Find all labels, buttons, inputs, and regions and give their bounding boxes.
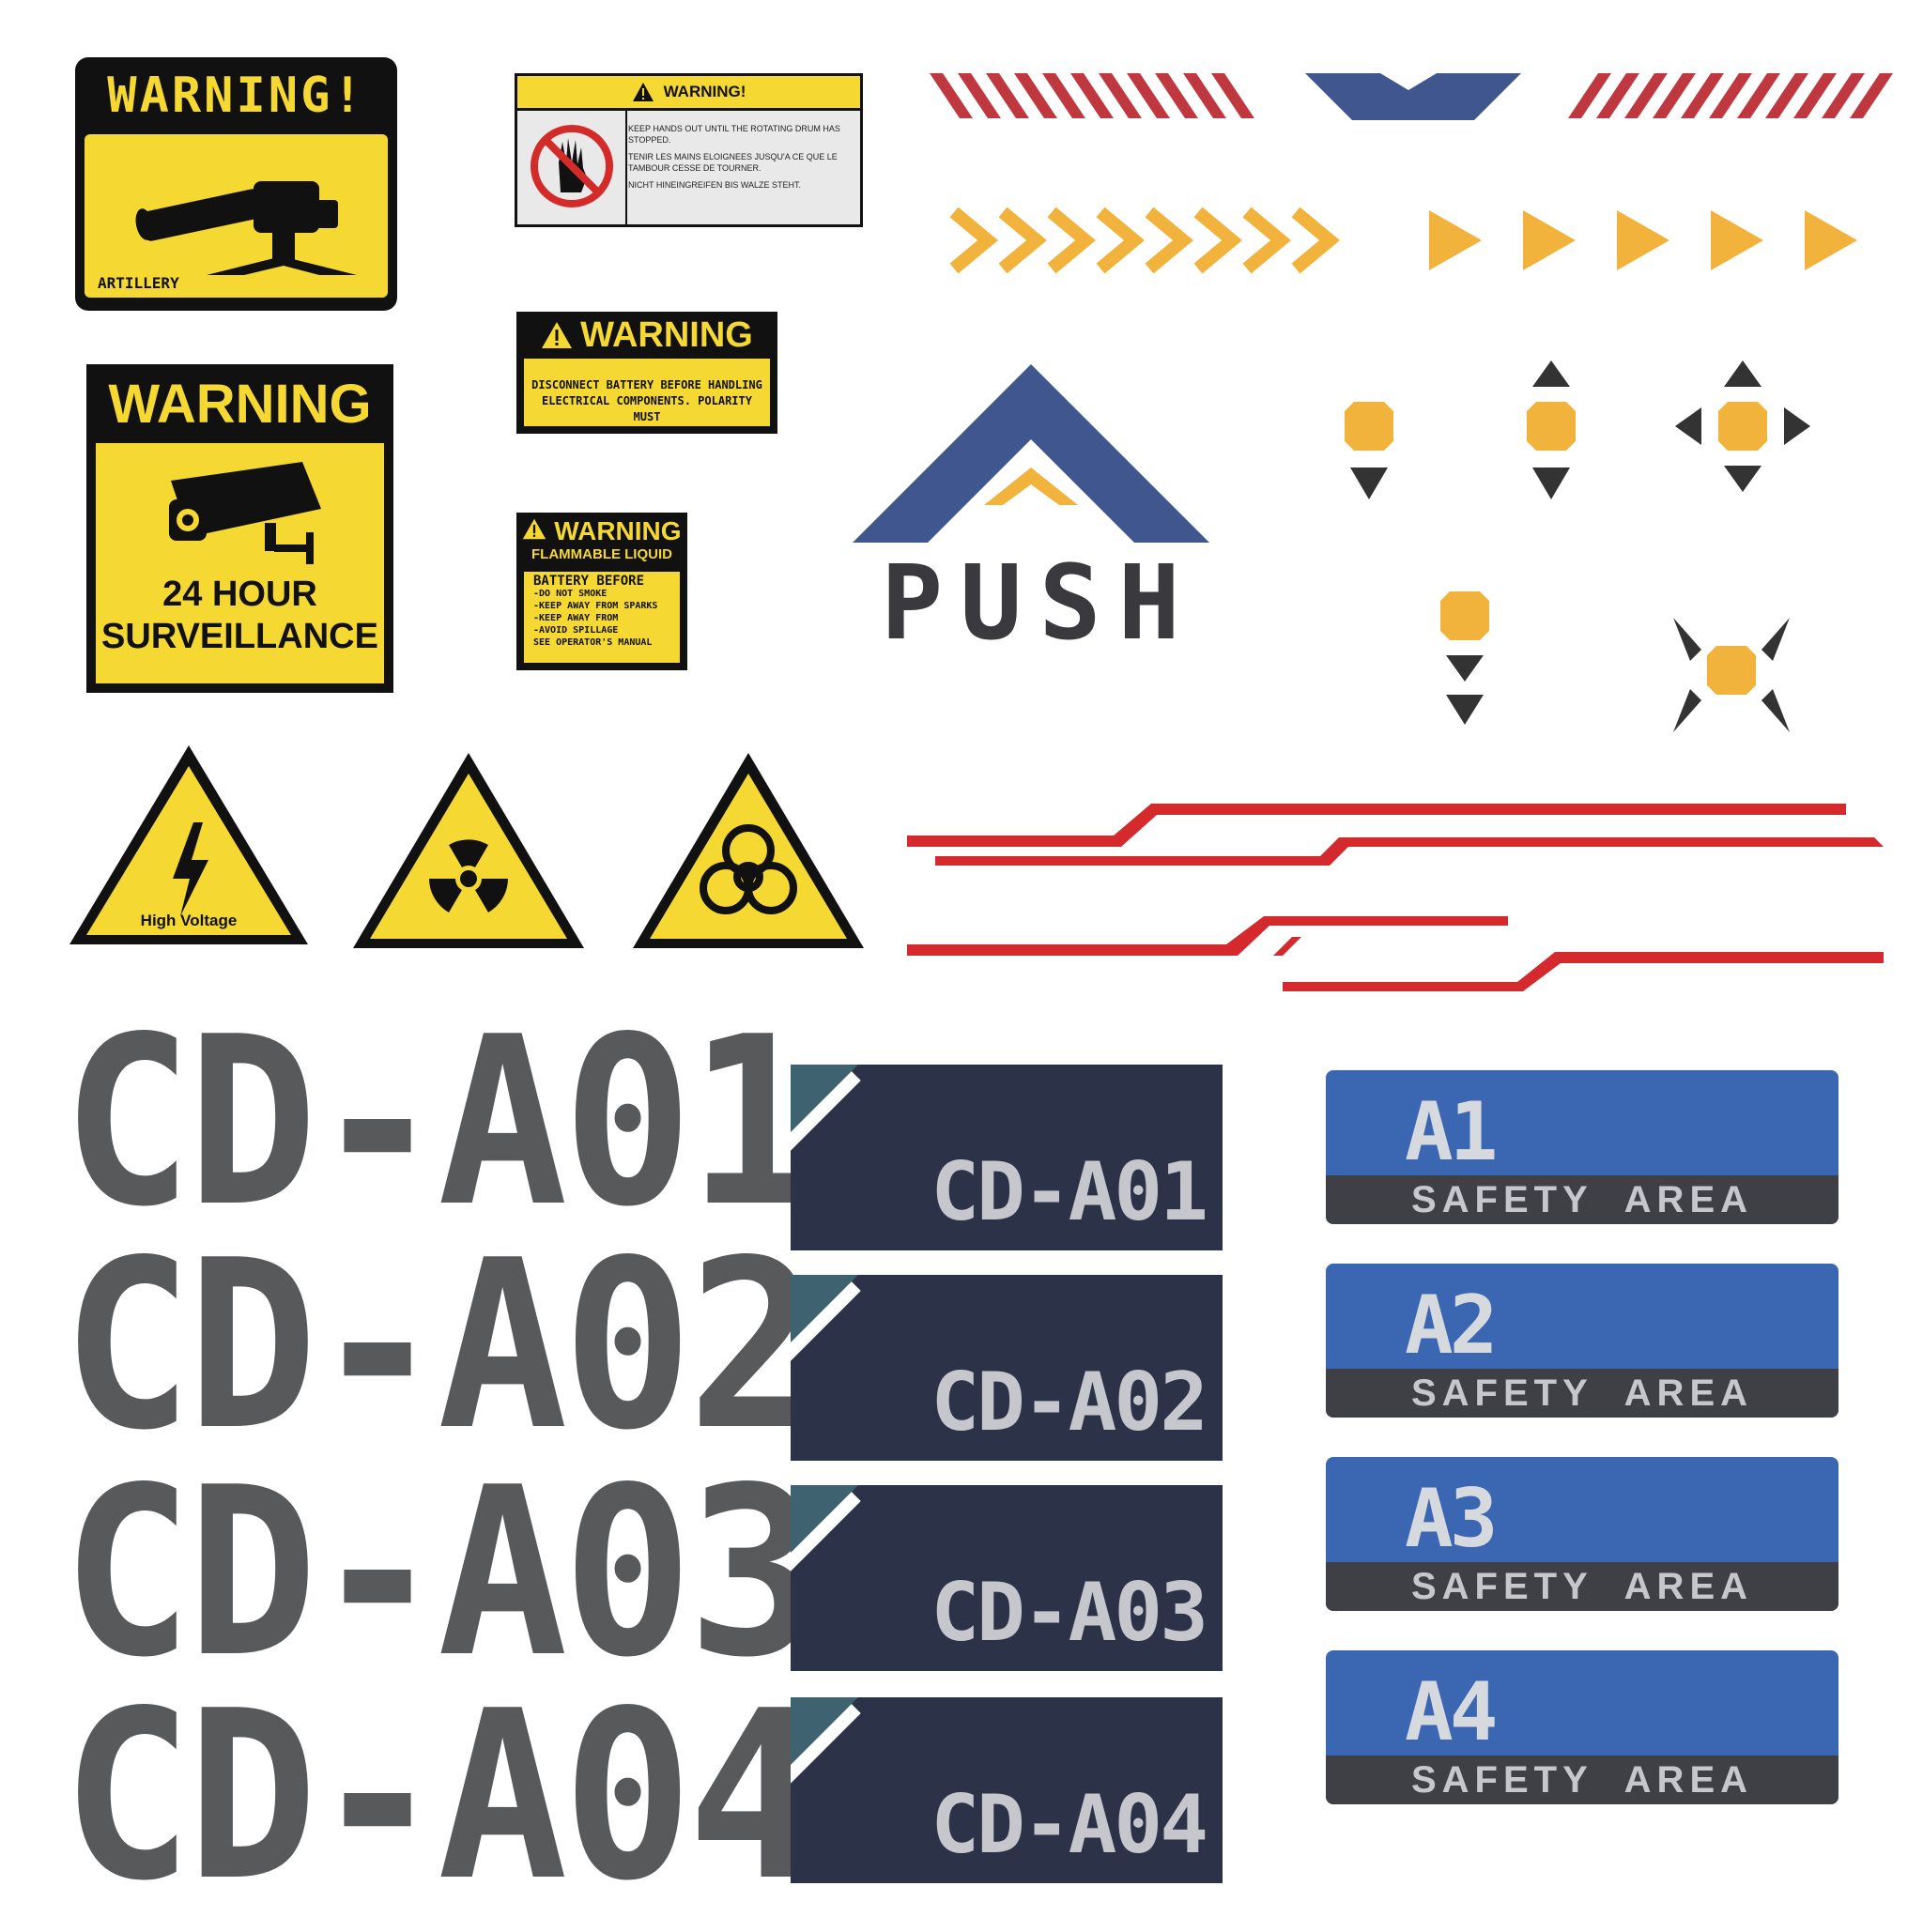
drum-label-text: KEEP HANDS OUT UNTIL THE ROTATING DRUM H… bbox=[628, 123, 851, 191]
flammable-sign-line: -DO NOT SMOKE bbox=[533, 589, 608, 599]
drum-label-header: WARNING! bbox=[517, 76, 860, 111]
flammable-liquid-warning-sign: WARNING FLAMMABLE LIQUID BATTERY BEFORE … bbox=[516, 513, 687, 670]
artillery-cannon-icon bbox=[135, 181, 357, 275]
safety-area-id: A2 bbox=[1405, 1279, 1499, 1372]
rotating-drum-warning-label: WARNING! KEEP HANDS OUT UNTIL THE ROTATI… bbox=[515, 73, 863, 227]
zone-code: CD-A04 bbox=[931, 1778, 1208, 1872]
drum-label-line-fr: TENIR LES MAINS ELOIGNEES JUSQU'A CE QUE… bbox=[628, 152, 838, 173]
flammable-sign-line: -AVOID SPILLAGE bbox=[533, 625, 619, 636]
radiation-sign bbox=[353, 753, 584, 948]
big-code-label: CD-A04 bbox=[62, 1662, 818, 1932]
battery-sign-title: WARNING bbox=[580, 314, 753, 355]
safety-area-footer: SAFETY AREA bbox=[1326, 1562, 1838, 1611]
push-logo: PUSH bbox=[853, 364, 1209, 663]
chevron-arrows-icon bbox=[949, 207, 1340, 274]
zone-code-panel: CD-A02 bbox=[791, 1275, 1223, 1461]
triangle-arrows-icon bbox=[1429, 210, 1857, 270]
zone-code-panel: CD-A01 bbox=[791, 1065, 1223, 1250]
high-voltage-label: High Voltage bbox=[141, 912, 238, 929]
safety-area-label: SAFETY AREA bbox=[1410, 1758, 1754, 1801]
artillery-sign-caption: ARTILLERY bbox=[98, 274, 179, 292]
safety-area-footer: SAFETY AREA bbox=[1326, 1756, 1838, 1804]
hazard-stripe-band bbox=[930, 73, 1893, 120]
safety-area-panel: A1 SAFETY AREA bbox=[1326, 1070, 1838, 1224]
zone-code: CD-A03 bbox=[931, 1566, 1208, 1660]
warning-triangle-icon bbox=[632, 83, 654, 101]
safety-area-footer: SAFETY AREA bbox=[1326, 1175, 1838, 1224]
warning-triangle-icon bbox=[542, 322, 573, 348]
drum-label-line-en: KEEP HANDS OUT UNTIL THE ROTATING DRUM H… bbox=[628, 124, 840, 145]
zone-code-panel: CD-A04 bbox=[791, 1697, 1223, 1883]
surveillance-sign-panel: 24 HOUR SURVEILLANCE bbox=[96, 443, 384, 683]
flammable-sign-line: -KEEP AWAY FROM SPARKS bbox=[533, 601, 658, 611]
safety-area-panel: A4 SAFETY AREA bbox=[1326, 1650, 1838, 1804]
battery-warning-sign: WARNING DISCONNECT BATTERY BEFORE HANDLI… bbox=[516, 312, 777, 434]
security-camera-icon bbox=[169, 462, 321, 564]
flammable-sign-title: WARNING bbox=[554, 516, 682, 545]
artillery-warning-sign: WARNING! ARTILLERY bbox=[75, 57, 397, 311]
drum-label-divider bbox=[625, 111, 627, 224]
flammable-sign-line: -KEEP AWAY FROM bbox=[533, 613, 619, 623]
direction-indicator-icons bbox=[1345, 360, 1810, 732]
safety-area-label: SAFETY AREA bbox=[1410, 1178, 1754, 1220]
big-code-label: CD-A02 bbox=[62, 1211, 818, 1481]
surveillance-warning-sign: WARNING 24 HOUR SURVEILLANCE bbox=[86, 364, 393, 693]
artillery-sign-title: WARNING! bbox=[107, 68, 365, 124]
flammable-sign-line: SEE OPERATOR'S MANUAL bbox=[533, 637, 653, 648]
flammable-sign-body-title: BATTERY BEFORE bbox=[533, 574, 645, 589]
no-hands-icon bbox=[531, 125, 613, 207]
safety-area-label: SAFETY AREA bbox=[1410, 1372, 1754, 1414]
arrow-up-icon bbox=[1532, 360, 1570, 387]
safety-area-panel: A2 SAFETY AREA bbox=[1326, 1264, 1838, 1418]
zone-code-panel: CD-A03 bbox=[791, 1485, 1223, 1671]
big-code-label: CD-A03 bbox=[62, 1438, 818, 1709]
battery-sign-header: WARNING bbox=[516, 312, 777, 359]
flammable-sign-subtitle: FLAMMABLE LIQUID bbox=[531, 546, 672, 562]
surveillance-sign-title: WARNING bbox=[108, 373, 372, 435]
big-code-label: CD-A01 bbox=[62, 988, 818, 1258]
safety-area-panel: A3 SAFETY AREA bbox=[1326, 1457, 1838, 1611]
safety-area-footer: SAFETY AREA bbox=[1326, 1369, 1838, 1418]
radiation-icon bbox=[429, 839, 508, 912]
flammable-sign-body: BATTERY BEFORE -DO NOT SMOKE -KEEP AWAY … bbox=[524, 572, 680, 663]
push-arrow-icon bbox=[853, 364, 1209, 543]
arrow-down-icon bbox=[1350, 468, 1388, 499]
zone-code: CD-A01 bbox=[931, 1145, 1208, 1239]
biohazard-sign bbox=[633, 753, 864, 948]
lightning-bolt-icon bbox=[173, 822, 208, 916]
safety-area-label: SAFETY AREA bbox=[1410, 1565, 1754, 1607]
arrow-down-icon bbox=[1532, 468, 1570, 499]
safety-area-id: A1 bbox=[1405, 1085, 1499, 1179]
surveillance-sign-line2: SURVEILLANCE bbox=[101, 617, 378, 656]
biohazard-icon bbox=[700, 824, 797, 914]
high-voltage-sign: High Voltage bbox=[69, 745, 308, 944]
red-tech-lines bbox=[907, 804, 1884, 991]
safety-area-id: A4 bbox=[1405, 1665, 1499, 1759]
zone-code: CD-A02 bbox=[931, 1356, 1208, 1449]
flammable-sign-header: WARNING bbox=[516, 513, 687, 546]
artillery-sign-panel: ARTILLERY bbox=[85, 134, 388, 298]
drum-label-line-de: NICHT HINEINGREIFEN BIS WALZE STEHT. bbox=[628, 180, 802, 190]
surveillance-sign-line1: 24 HOUR bbox=[162, 575, 317, 614]
safety-area-id: A3 bbox=[1405, 1472, 1499, 1566]
push-word: PUSH bbox=[881, 543, 1197, 663]
drum-label-title: WARNING! bbox=[663, 83, 746, 100]
battery-sign-text: DISCONNECT BATTERY BEFORE HANDLING ELECT… bbox=[524, 359, 770, 426]
warning-triangle-icon bbox=[523, 518, 546, 540]
